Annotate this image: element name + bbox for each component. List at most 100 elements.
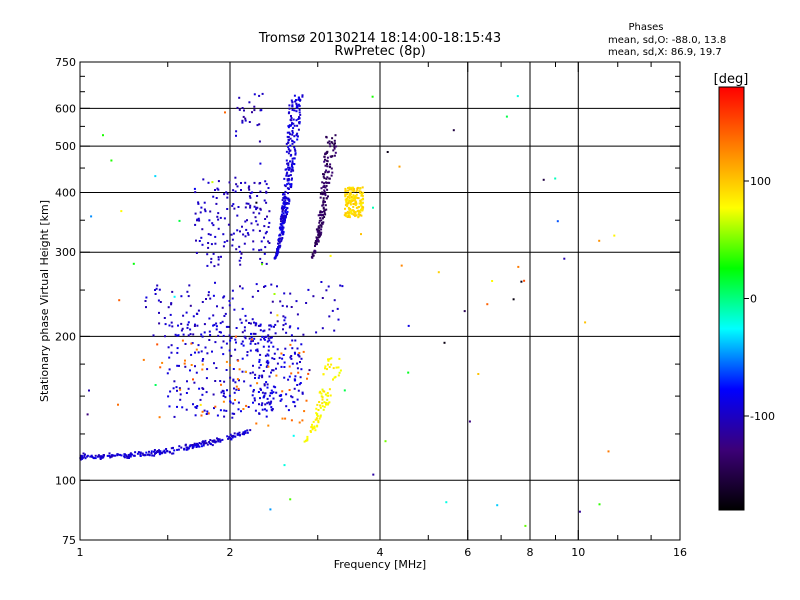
data-point: [196, 324, 199, 327]
data-point: [206, 253, 209, 256]
data-point: [249, 196, 252, 199]
data-point: [284, 316, 287, 319]
data-point: [286, 202, 289, 204]
data-point: [167, 395, 170, 398]
data-point: [195, 239, 197, 242]
data-point: [326, 368, 328, 371]
data-point: [171, 452, 174, 455]
data-point: [301, 392, 304, 395]
data-point: [287, 166, 290, 169]
data-point: [298, 121, 301, 123]
data-point: [253, 93, 256, 96]
data-point: [286, 178, 289, 181]
data-point: [258, 212, 261, 215]
data-point: [282, 328, 284, 331]
data-point: [241, 433, 244, 436]
data-point: [330, 174, 333, 177]
data-point: [301, 391, 304, 394]
data-point: [286, 162, 289, 165]
data-point: [178, 364, 180, 367]
data-point: [145, 296, 148, 299]
data-point: [327, 359, 330, 362]
data-point: [164, 323, 167, 326]
data-point: [234, 176, 237, 179]
data-point: [293, 148, 296, 151]
data-point: [201, 410, 204, 413]
data-point: [236, 214, 239, 217]
data-point: [231, 204, 234, 207]
data-point: [290, 372, 293, 375]
data-point: [293, 157, 296, 160]
data-point: [271, 369, 274, 372]
data-point: [289, 144, 292, 147]
data-point: [234, 399, 236, 401]
data-point: [325, 169, 328, 172]
data-point: [311, 428, 314, 431]
data-point: [100, 455, 103, 458]
data-point: [192, 333, 195, 336]
data-point: [184, 444, 187, 447]
data-point: [270, 408, 273, 411]
data-point: [203, 442, 206, 445]
data-point: [239, 285, 241, 288]
data-point: [232, 368, 235, 370]
data-point: [197, 217, 200, 220]
data-point: [323, 177, 326, 180]
data-point: [217, 227, 220, 230]
data-point: [201, 363, 204, 366]
data-point: [352, 213, 355, 216]
data-point: [348, 214, 351, 217]
data-point: [244, 206, 247, 209]
data-point: [221, 320, 224, 323]
data-point: [407, 324, 410, 327]
colorbar-tick-label: 100: [750, 175, 771, 188]
data-point: [241, 121, 244, 124]
data-point: [296, 367, 299, 370]
data-point: [325, 135, 328, 138]
data-point: [326, 156, 329, 159]
data-point: [297, 98, 300, 101]
data-point: [318, 401, 321, 403]
data-point: [249, 384, 252, 387]
data-point: [152, 334, 155, 337]
data-point: [220, 346, 223, 349]
data-point: [290, 355, 293, 357]
data-point: [222, 233, 225, 236]
data-point: [319, 214, 321, 217]
data-point: [330, 141, 333, 144]
data-point: [291, 140, 294, 143]
x-tick-label: 6: [464, 546, 471, 559]
data-point: [271, 357, 274, 360]
data-point: [289, 356, 292, 359]
data-point: [298, 116, 300, 119]
data-point: [372, 473, 375, 476]
data-point: [291, 130, 294, 132]
x-axis-label: Frequency [MHz]: [334, 558, 426, 571]
data-point: [210, 243, 213, 246]
data-point: [291, 157, 294, 160]
data-point: [201, 228, 204, 231]
data-point: [203, 323, 206, 326]
data-point: [233, 308, 236, 311]
data-point: [303, 440, 306, 443]
data-point: [283, 205, 285, 208]
data-point: [347, 211, 350, 214]
data-point: [173, 415, 176, 418]
data-point: [347, 189, 349, 192]
data-point: [206, 443, 209, 446]
data-point: [324, 186, 327, 189]
data-point: [263, 384, 266, 387]
data-point: [187, 334, 190, 337]
data-point: [298, 352, 301, 354]
data-point: [351, 200, 354, 203]
data-point: [222, 296, 225, 299]
data-point: [221, 306, 224, 309]
data-point: [236, 185, 239, 188]
data-point: [258, 94, 261, 97]
data-point: [287, 148, 290, 151]
data-point: [221, 389, 224, 392]
data-point: [320, 225, 323, 228]
data-point: [243, 329, 246, 332]
data-point: [208, 339, 211, 341]
data-point: [244, 117, 247, 120]
